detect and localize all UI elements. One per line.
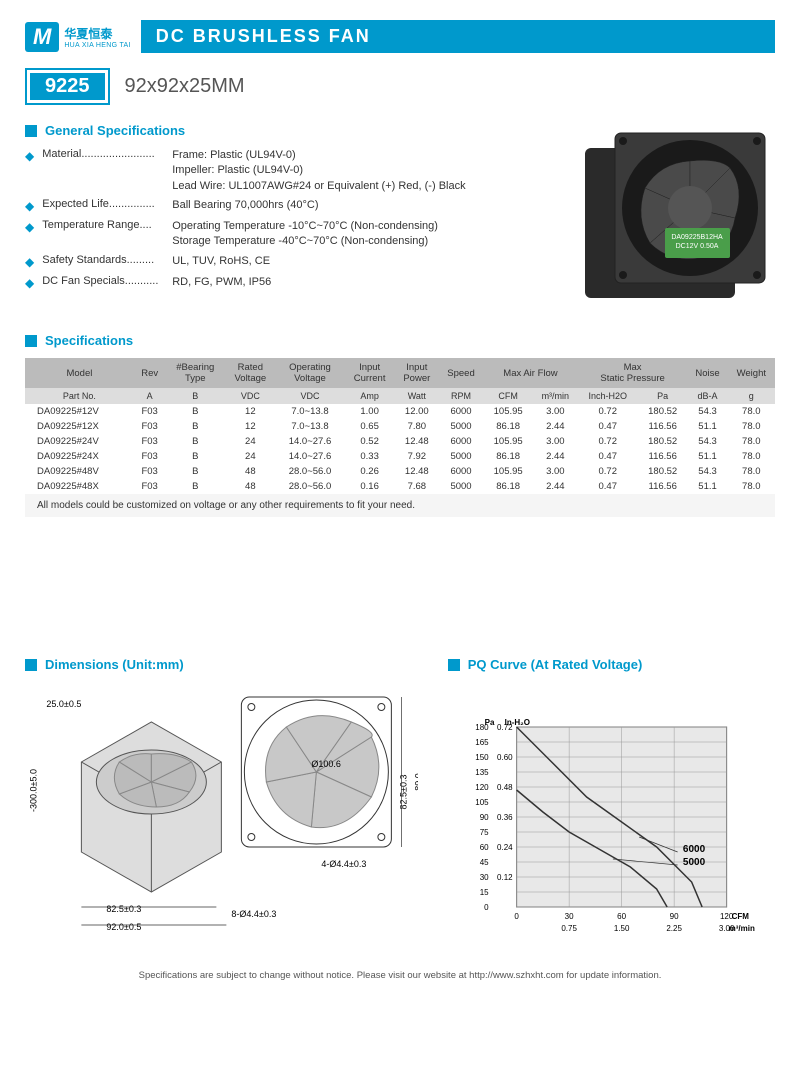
table-row: DA09225#48XF03B4828.0~56.00.167.68500086… (25, 479, 775, 494)
logo: M 华夏恒泰 HUA XIA HENG TAI (25, 22, 131, 52)
svg-text:8-Ø4.4±0.3: 8-Ø4.4±0.3 (231, 909, 276, 919)
dim-heading: Dimensions (Unit:mm) (25, 657, 418, 672)
svg-text:0.12: 0.12 (497, 873, 513, 882)
svg-text:0.36: 0.36 (497, 813, 513, 822)
svg-text:30: 30 (564, 912, 573, 921)
pq-chart: 18016515013512010590756045301500.720.600… (448, 712, 775, 942)
general-list: ◆Material........................Frame: … (25, 148, 545, 291)
svg-text:6000: 6000 (683, 844, 706, 855)
spec-heading: Specifications (25, 333, 775, 348)
svg-text:0.24: 0.24 (497, 843, 513, 852)
logo-en: HUA XIA HENG TAI (64, 42, 130, 49)
svg-text:165: 165 (475, 738, 489, 747)
svg-text:In-H₂O: In-H₂O (504, 718, 529, 727)
svg-text:5000: 5000 (683, 857, 706, 868)
svg-text:45: 45 (479, 858, 488, 867)
svg-text:CFM: CFM (731, 912, 749, 921)
svg-text:DC12V 0.50A: DC12V 0.50A (676, 243, 719, 250)
general-heading: General Specifications (25, 123, 545, 138)
svg-text:105: 105 (475, 798, 489, 807)
spec-line: ◆Temperature Range....Operating Temperat… (25, 219, 545, 250)
table-row: DA09225#24XF03B2414.0~27.60.337.92500086… (25, 449, 775, 464)
svg-text:120: 120 (475, 783, 489, 792)
logo-cn: 华夏恒泰 (64, 25, 130, 42)
svg-text:15: 15 (479, 888, 488, 897)
svg-text:0: 0 (514, 912, 519, 921)
svg-text:0.48: 0.48 (497, 783, 513, 792)
svg-text:89.0: 89.0 (413, 773, 417, 791)
svg-text:4-Ø4.4±0.3: 4-Ø4.4±0.3 (321, 859, 366, 869)
svg-text:135: 135 (475, 768, 489, 777)
page-title: DC BRUSHLESS FAN (141, 20, 775, 53)
logo-mark: M (25, 22, 59, 52)
model-number: 9225 (30, 73, 105, 100)
svg-text:90: 90 (669, 912, 678, 921)
svg-text:1.50: 1.50 (614, 924, 630, 933)
table-row: DA09225#12XF03B127.0~13.80.657.80500086.… (25, 419, 775, 434)
spec-table: ModelRev#BearingTypeRatedVoltageOperatin… (25, 358, 775, 494)
spec-line: ◆Safety Standards.........UL, TUV, RoHS,… (25, 254, 545, 271)
spec-line: ◆Material........................Frame: … (25, 148, 545, 194)
svg-text:0.75: 0.75 (561, 924, 577, 933)
svg-text:-300.0±5.0: -300.0±5.0 (28, 769, 38, 812)
svg-text:60: 60 (479, 843, 488, 852)
svg-text:2.25: 2.25 (666, 924, 682, 933)
svg-text:92.0±0.5: 92.0±0.5 (106, 922, 141, 932)
svg-text:Ø100.6: Ø100.6 (311, 759, 341, 769)
svg-text:0.60: 0.60 (497, 753, 513, 762)
svg-text:60: 60 (617, 912, 626, 921)
svg-text:0: 0 (484, 903, 489, 912)
svg-text:90: 90 (479, 813, 488, 822)
svg-text:82.5±0.3: 82.5±0.3 (398, 775, 408, 810)
model-dimensions: 92x92x25MM (125, 75, 245, 98)
svg-text:75: 75 (479, 828, 488, 837)
svg-text:DA09225B12HA: DA09225B12HA (671, 234, 723, 241)
spec-line: ◆DC Fan Specials...........RD, FG, PWM, … (25, 275, 545, 292)
svg-text:Pa: Pa (484, 718, 494, 727)
svg-text:25.0±0.5: 25.0±0.5 (46, 699, 81, 709)
table-row: DA09225#12VF03B127.0~13.81.0012.00600010… (25, 404, 775, 419)
table-note: All models could be customized on voltag… (25, 494, 775, 517)
fan-image: DA09225B12HA DC12V 0.50A (565, 123, 775, 313)
table-row: DA09225#48VF03B4828.0~56.00.2612.4860001… (25, 464, 775, 479)
model-row: 9225 92x92x25MM (25, 68, 775, 105)
svg-text:30: 30 (479, 873, 488, 882)
svg-text:150: 150 (475, 753, 489, 762)
spec-line: ◆Expected Life...............Ball Bearin… (25, 198, 545, 215)
footer-note: Specifications are subject to change wit… (25, 970, 775, 981)
table-row: DA09225#24VF03B2414.0~27.60.5212.4860001… (25, 434, 775, 449)
dimension-drawing: 25.0±0.5 -300.0±5.0 82.5±0.3 92.0±0.5 Ø1… (25, 682, 418, 942)
header: M 华夏恒泰 HUA XIA HENG TAI DC BRUSHLESS FAN (25, 20, 775, 53)
svg-text:82.5±0.3: 82.5±0.3 (106, 904, 141, 914)
svg-text:m³/min: m³/min (728, 924, 754, 933)
pq-heading: PQ Curve (At Rated Voltage) (448, 657, 775, 672)
